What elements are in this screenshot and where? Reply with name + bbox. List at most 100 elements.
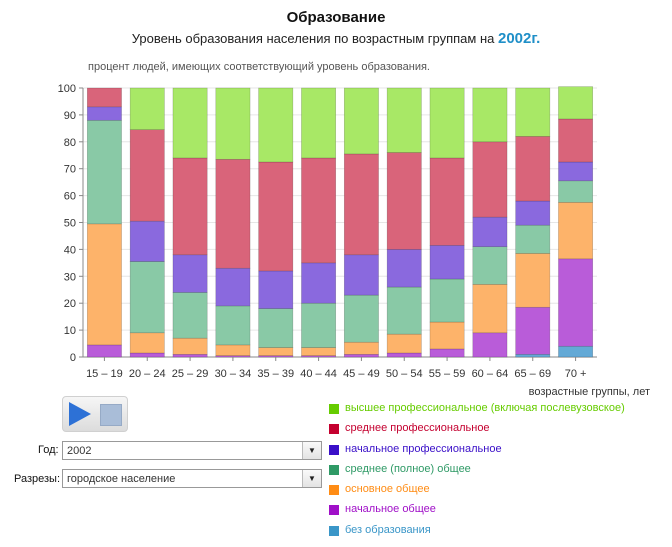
bar-segment	[429, 278, 465, 323]
x-tick-label: 45 – 49	[343, 368, 380, 380]
bar-segment	[129, 220, 165, 262]
legend-label: начальное профессиональное	[345, 442, 502, 455]
bar-segment	[386, 87, 422, 153]
legend-swatch	[329, 424, 339, 435]
bar-segment	[429, 87, 465, 159]
bar-segment	[86, 223, 122, 346]
slice-label: Разрезы:	[14, 473, 61, 485]
y-tick-label: 10	[64, 325, 76, 337]
year-select-value: 2002	[67, 445, 92, 457]
bar-segment	[129, 129, 165, 222]
bar-segment	[558, 118, 594, 163]
chart-note: процент людей, имеющих соответствующий у…	[88, 61, 430, 73]
subtitle-year: 2002г.	[498, 30, 541, 47]
bar-segment	[86, 344, 122, 358]
bar-segment	[472, 246, 508, 285]
bar-segment	[172, 337, 208, 355]
bar-segment	[172, 254, 208, 293]
bar-segment	[215, 87, 251, 160]
y-tick-label: 40	[64, 244, 76, 256]
legend-label: начальное общее	[345, 503, 436, 516]
bar-segment	[258, 161, 294, 272]
bar-segment	[558, 258, 594, 347]
y-tick-label: 30	[64, 271, 76, 283]
bar-segment	[386, 352, 422, 358]
bar-segment	[129, 352, 165, 358]
y-tick-label: 50	[64, 218, 76, 230]
bar-segment	[172, 354, 208, 358]
bar-segment	[86, 87, 122, 108]
legend-swatch	[329, 505, 339, 516]
x-tick-label: 65 – 69	[514, 368, 551, 380]
y-tick-label: 80	[64, 137, 76, 149]
bar-segment	[301, 262, 337, 304]
legend-swatch	[329, 525, 339, 536]
bar-segment	[343, 354, 379, 358]
bar-segment	[558, 202, 594, 260]
chevron-down-icon[interactable]: ▼	[302, 470, 321, 487]
bar-segment	[172, 157, 208, 256]
year-label: Год:	[38, 444, 59, 456]
legend-label: без образования	[345, 523, 431, 536]
bar-segment	[215, 305, 251, 346]
bar-segment	[515, 253, 551, 308]
bar-segment	[472, 87, 508, 143]
bar-segment	[472, 332, 508, 358]
bar-segment	[258, 87, 294, 163]
x-tick-label: 50 – 54	[386, 368, 423, 380]
bar-segment	[258, 270, 294, 309]
bar-segment	[343, 87, 379, 155]
bar-segment	[301, 302, 337, 348]
bar-segment	[343, 341, 379, 355]
x-tick-label: 20 – 24	[129, 368, 166, 380]
year-select[interactable]: 2002 ▼	[62, 441, 322, 460]
bar-segment	[472, 216, 508, 248]
legend-swatch	[329, 444, 339, 455]
stacked-bar-chart: 0 10 20 30 40 50 60 70 80 90 100 15 – 19 20 – 24 25 –…	[58, 83, 650, 398]
bar-segment	[301, 347, 337, 356]
bar-segment	[343, 294, 379, 343]
bar-segment	[558, 161, 594, 182]
bar-segment	[343, 153, 379, 256]
x-tick-label: 25 – 29	[172, 368, 209, 380]
chart-subtitle: Уровень образования населения по возраст…	[0, 30, 672, 47]
y-tick-label: 60	[64, 191, 76, 203]
bar-segment	[172, 292, 208, 339]
subtitle-text: Уровень образования населения по возраст…	[131, 31, 495, 46]
x-axis-label: возрастные группы, лет	[529, 386, 650, 398]
chevron-down-icon[interactable]: ▼	[302, 442, 321, 459]
legend-swatch	[329, 404, 339, 414]
x-tick-label: 30 – 34	[215, 368, 252, 380]
x-tick-label: 70 +	[565, 368, 587, 380]
x-tick-label: 55 – 59	[429, 368, 466, 380]
legend-label: среднее профессиональное	[345, 422, 490, 435]
play-icon[interactable]	[69, 402, 91, 426]
bar-segment	[386, 286, 422, 335]
bar-segment	[86, 106, 122, 121]
bar-segment	[429, 245, 465, 280]
bar-segment	[472, 141, 508, 218]
bar-segment	[429, 348, 465, 358]
bar-segment	[515, 136, 551, 202]
chart-title: Образование	[286, 9, 386, 26]
y-tick-label: 20	[64, 298, 76, 310]
bar-segment	[429, 321, 465, 350]
y-tick-label: 70	[64, 164, 76, 176]
legend-label: основное общее	[345, 483, 430, 496]
bar-segment	[86, 119, 122, 225]
x-tick-label: 15 – 19	[86, 368, 123, 380]
stop-icon[interactable]	[100, 404, 122, 426]
y-tick-label: 0	[70, 352, 76, 364]
slice-select[interactable]: городское население ▼	[62, 469, 322, 488]
bar-segment	[215, 158, 251, 269]
bar-segment	[129, 87, 165, 130]
bar-segment	[343, 254, 379, 296]
bar-segment	[558, 345, 594, 358]
bar-segment	[558, 180, 594, 203]
x-tick-label: 35 – 39	[257, 368, 294, 380]
bar-segment	[129, 332, 165, 354]
bar-segment	[515, 200, 551, 226]
playback-controls	[62, 396, 128, 432]
bar-segment	[429, 157, 465, 246]
bar-segment	[301, 87, 337, 159]
